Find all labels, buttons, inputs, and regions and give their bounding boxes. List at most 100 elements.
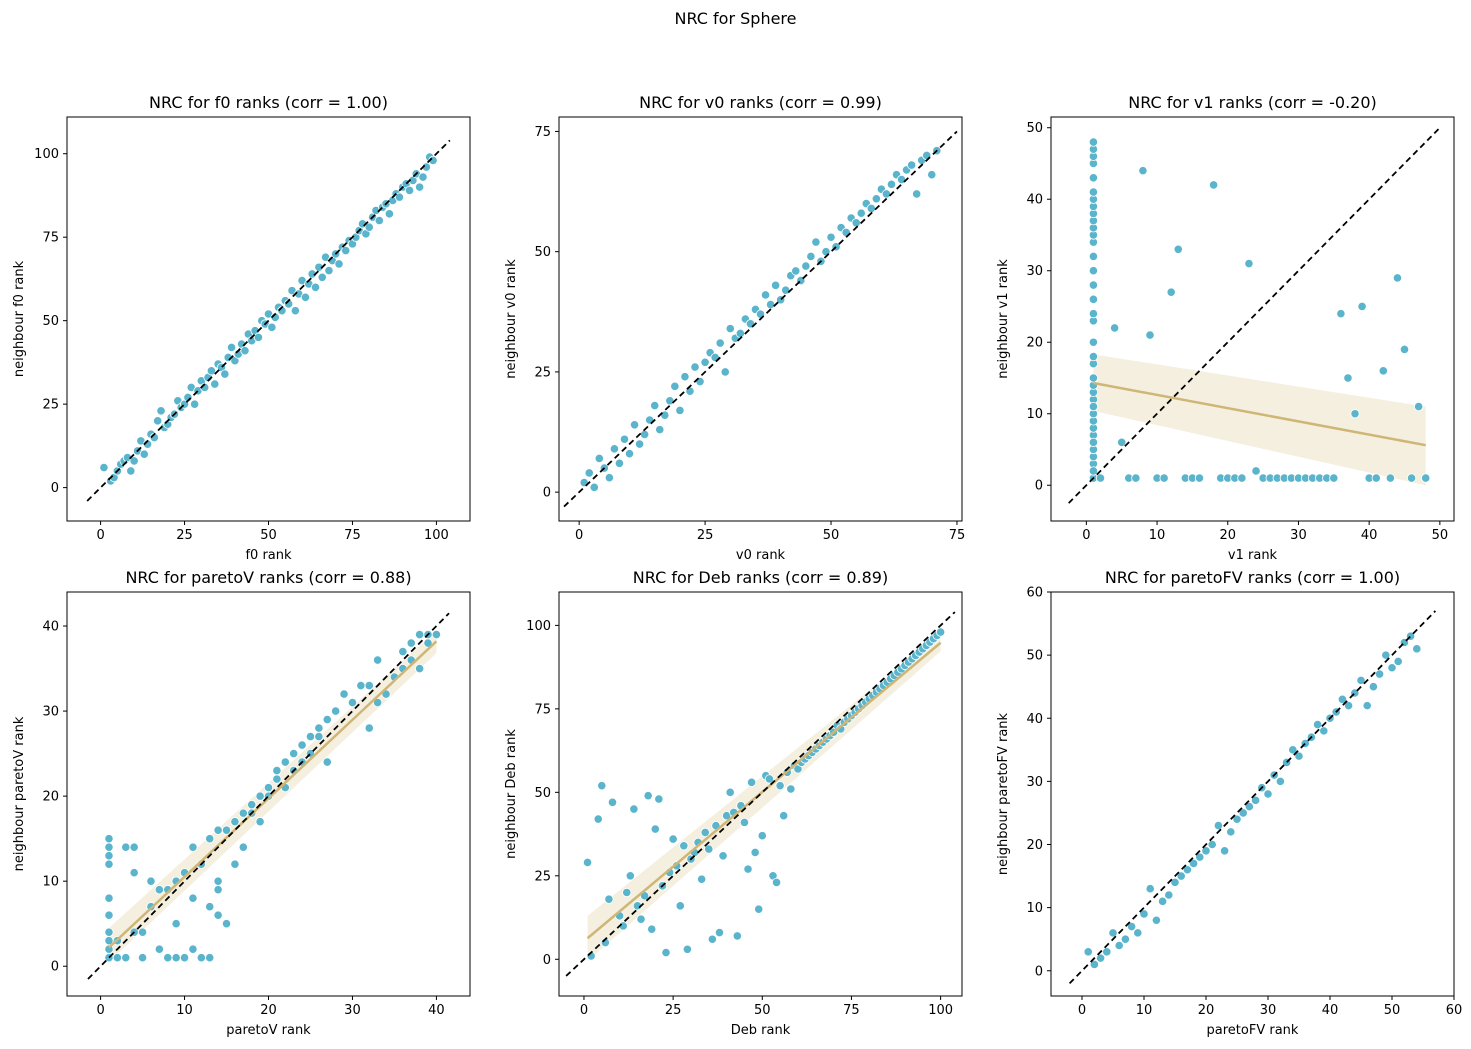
data-point xyxy=(1406,473,1417,483)
data-point xyxy=(1226,827,1236,837)
data-point xyxy=(771,877,782,888)
data-point xyxy=(1275,776,1286,786)
data-point xyxy=(690,362,700,372)
y-tick-label: 50 xyxy=(1026,649,1043,664)
data-point xyxy=(1213,820,1224,831)
data-point xyxy=(750,847,760,858)
y-tick-label: 40 xyxy=(42,620,59,635)
x-axis-label: paretoFV rank xyxy=(1207,1023,1299,1038)
data-point xyxy=(418,172,428,182)
subplot-title: NRC for Deb ranks (corr = 0.89) xyxy=(633,568,888,587)
axes-frame xyxy=(558,116,963,522)
data-point xyxy=(936,627,946,637)
data-point xyxy=(629,420,640,430)
data-point xyxy=(104,834,114,844)
data-point xyxy=(154,944,164,954)
data-point xyxy=(725,324,735,334)
data-point xyxy=(240,346,250,356)
data-point xyxy=(765,299,776,310)
data-point xyxy=(1158,896,1168,906)
identity-line xyxy=(86,139,451,502)
identity-line xyxy=(565,611,956,977)
data-point xyxy=(697,874,707,884)
x-tick-label: 75 xyxy=(949,528,966,543)
x-tick-label: 100 xyxy=(424,528,449,543)
data-point xyxy=(1399,344,1410,354)
data-point xyxy=(289,748,299,759)
x-tick-label: 40 xyxy=(1322,1003,1339,1018)
x-tick-label: 10 xyxy=(1149,528,1166,543)
data-point xyxy=(643,791,653,801)
x-tick-label: 0 xyxy=(96,528,104,543)
x-tick-label: 50 xyxy=(1384,1003,1401,1018)
data-point xyxy=(206,366,217,376)
data-point xyxy=(1368,682,1379,692)
data-point xyxy=(104,910,114,920)
data-point xyxy=(415,182,425,192)
y-tick-label: 50 xyxy=(534,245,551,260)
data-point xyxy=(255,791,265,801)
data-point xyxy=(1108,928,1118,938)
data-point xyxy=(1371,473,1381,483)
data-point xyxy=(851,218,861,228)
data-point xyxy=(1313,719,1323,730)
y-tick-label: 25 xyxy=(534,869,551,884)
identity-line xyxy=(563,130,958,508)
data-point xyxy=(156,406,166,416)
x-tick-label: 50 xyxy=(823,528,840,543)
data-point xyxy=(1088,294,1099,304)
data-point xyxy=(253,332,264,342)
data-point xyxy=(398,646,408,657)
data-point xyxy=(604,894,614,904)
data-point xyxy=(331,706,341,716)
data-point xyxy=(735,328,745,339)
plot-area xyxy=(1068,610,1437,985)
data-point xyxy=(704,844,714,854)
y-axis-label: neighbour paretoFV rank xyxy=(996,712,1011,875)
data-point xyxy=(907,160,917,170)
data-point xyxy=(1414,401,1424,412)
data-point xyxy=(1263,789,1273,799)
plot-area xyxy=(563,130,958,508)
data-point xyxy=(1159,473,1169,483)
data-point xyxy=(781,285,791,295)
subplot-title: NRC for f0 ranks (corr = 1.00) xyxy=(149,93,388,112)
data-point xyxy=(190,399,200,409)
data-point xyxy=(263,783,274,793)
x-tick-label: 75 xyxy=(843,1003,860,1018)
data-point xyxy=(1209,180,1219,190)
data-point xyxy=(584,468,594,478)
data-point xyxy=(210,379,220,389)
data-point xyxy=(665,396,675,406)
data-point xyxy=(247,800,257,810)
x-tick-label: 100 xyxy=(928,1003,953,1018)
data-point xyxy=(1088,187,1099,197)
x-axis-label: paretoV rank xyxy=(226,1023,311,1038)
plot-area xyxy=(565,611,956,977)
data-point xyxy=(670,381,680,391)
data-point xyxy=(700,827,710,837)
data-point xyxy=(725,787,735,797)
data-point xyxy=(1182,865,1193,875)
plot-area xyxy=(87,612,450,980)
data-point xyxy=(582,857,593,868)
identity-line xyxy=(1068,127,1441,504)
data-point xyxy=(1387,663,1397,673)
x-tick-label: 75 xyxy=(344,528,361,543)
data-point xyxy=(384,209,394,219)
data-point xyxy=(1232,814,1242,824)
data-point xyxy=(1329,473,1339,483)
data-point xyxy=(1207,839,1217,850)
data-point xyxy=(661,947,671,958)
y-tick-label: 0 xyxy=(1035,964,1043,979)
data-point xyxy=(1421,473,1431,483)
x-axis-label: Deb rank xyxy=(731,1023,791,1038)
data-point xyxy=(866,203,876,213)
data-point xyxy=(715,338,725,348)
data-point xyxy=(1336,309,1346,319)
x-tick-label: 20 xyxy=(1219,528,1236,543)
data-point xyxy=(322,757,332,767)
data-point xyxy=(746,777,757,787)
data-point xyxy=(1117,437,1127,447)
y-tick-label: 40 xyxy=(1026,193,1043,208)
